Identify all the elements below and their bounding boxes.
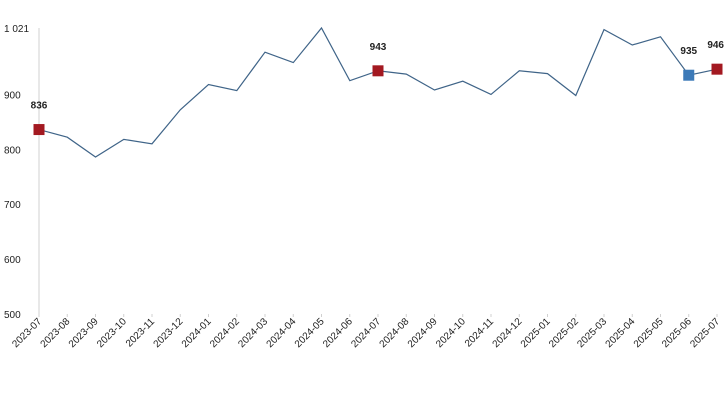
x-tick-label: 2025-01 <box>519 316 553 350</box>
y-tick-label: 800 <box>4 145 21 156</box>
data-label: 836 <box>31 101 48 112</box>
y-axis-ticks: 500 600 700 800 900 1 021 <box>4 24 29 321</box>
y-tick-label: 900 <box>4 90 21 101</box>
x-tick-label: 2023-12 <box>152 316 186 350</box>
data-point-marker <box>711 63 723 75</box>
x-axis-ticks: 2023-072023-082023-092023-102023-112023-… <box>10 314 722 350</box>
y-tick-label: 500 <box>4 310 21 321</box>
x-tick-label: 2024-11 <box>463 316 497 350</box>
x-tick-label: 2023-09 <box>67 316 101 350</box>
highlight-markers <box>33 63 723 136</box>
x-tick-label: 2024-05 <box>293 316 327 350</box>
x-tick-label: 2024-01 <box>180 316 214 350</box>
data-label: 935 <box>680 46 697 57</box>
x-tick-label: 2023-11 <box>124 316 158 350</box>
x-tick-label: 2025-03 <box>575 316 609 350</box>
x-tick-label: 2024-09 <box>406 316 440 350</box>
x-tick-label: 2023-08 <box>39 316 73 350</box>
x-tick-label: 2024-03 <box>236 316 270 350</box>
x-tick-label: 2024-10 <box>434 316 468 350</box>
x-tick-label: 2024-02 <box>208 316 242 350</box>
data-label: 946 <box>707 40 724 51</box>
x-tick-label: 2024-08 <box>378 316 412 350</box>
data-point-marker <box>372 65 384 77</box>
x-tick-label: 2023-07 <box>10 316 44 350</box>
x-tick-label: 2025-06 <box>660 316 694 350</box>
data-label: 943 <box>370 42 387 53</box>
x-tick-label: 2025-07 <box>688 316 722 350</box>
data-point-marker <box>683 69 695 81</box>
x-tick-label: 2025-05 <box>632 316 666 350</box>
x-tick-label: 2024-12 <box>491 316 525 350</box>
x-tick-label: 2023-10 <box>95 316 129 350</box>
x-tick-label: 2025-04 <box>604 316 638 350</box>
x-tick-label: 2024-07 <box>349 316 383 350</box>
x-tick-label: 2024-06 <box>321 316 355 350</box>
y-tick-label: 600 <box>4 255 21 266</box>
data-point-marker <box>33 124 45 136</box>
data-labels: 836 943 935 946 <box>31 40 725 111</box>
y-tick-label: 700 <box>4 200 21 211</box>
x-tick-label: 2025-02 <box>547 316 581 350</box>
y-tick-label: 1 021 <box>4 24 29 35</box>
x-tick-label: 2024-04 <box>265 316 299 350</box>
